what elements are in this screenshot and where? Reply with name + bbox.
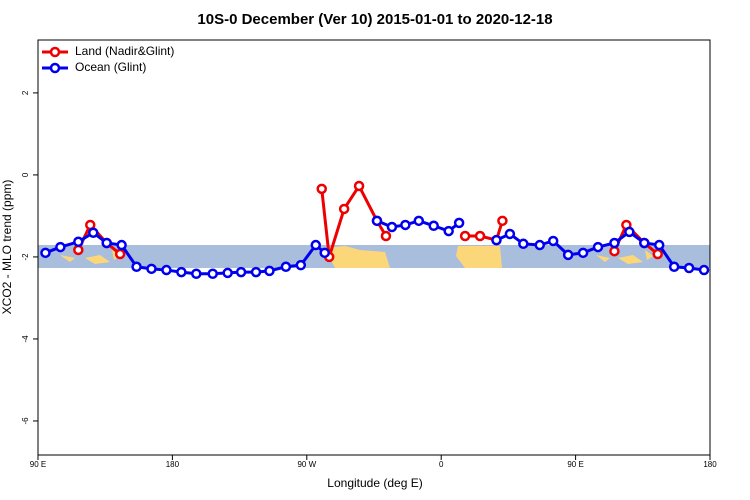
data-point	[518, 238, 529, 250]
data-point	[491, 234, 502, 246]
data-point	[371, 215, 383, 227]
land-shape	[456, 246, 502, 268]
data-point	[668, 261, 680, 273]
x-tick-label: 90 W	[297, 460, 316, 469]
data-point	[534, 239, 546, 251]
data-point	[609, 237, 620, 249]
data-point	[338, 203, 350, 215]
data-point	[639, 237, 650, 249]
data-point	[474, 230, 486, 242]
x-tick-label: 0	[439, 460, 444, 469]
data-point	[116, 239, 127, 251]
x-tick-label: 90 E	[30, 460, 46, 469]
data-point	[698, 264, 710, 276]
data-point	[235, 266, 247, 278]
legend-marker	[49, 46, 61, 58]
data-point	[497, 215, 508, 227]
data-point	[146, 263, 157, 275]
y-tick-label: -2	[21, 253, 30, 261]
data-point	[453, 217, 465, 229]
data-point	[207, 268, 218, 279]
data-point	[316, 183, 327, 195]
data-point	[592, 241, 604, 253]
data-point	[609, 245, 620, 257]
data-point	[413, 215, 425, 227]
legend-label: Land (Nadir&Glint)	[75, 44, 174, 58]
data-point	[386, 221, 398, 233]
data-point	[310, 239, 322, 251]
data-point	[547, 235, 559, 247]
data-point	[400, 219, 411, 231]
series-line	[465, 220, 504, 242]
data-point	[280, 261, 292, 273]
data-point	[161, 264, 172, 276]
data-point	[176, 266, 187, 278]
data-point	[101, 237, 112, 249]
data-point	[683, 262, 695, 274]
plot-frame	[37, 39, 711, 456]
data-point	[624, 226, 635, 238]
x-axis-label: Longitude (deg E)	[327, 476, 422, 490]
x-tick-label: 180	[703, 460, 717, 469]
data-point	[73, 236, 84, 248]
y-tick-label: 2	[21, 90, 30, 95]
data-point	[73, 244, 84, 256]
data-point	[319, 247, 330, 259]
data-point	[504, 228, 516, 240]
data-point	[652, 248, 663, 260]
land-shape	[325, 246, 390, 268]
data-point	[40, 247, 51, 259]
legend-label: Ocean (Glint)	[75, 60, 146, 74]
x-tick-label: 90 E	[567, 460, 583, 469]
data-point	[443, 225, 454, 237]
y-tick-label: -4	[21, 335, 30, 343]
data-point	[353, 180, 365, 192]
land-shape	[596, 250, 653, 264]
data-point	[380, 230, 392, 242]
land-shape	[60, 250, 120, 264]
chart-title: 10S-0 December (Ver 10) 2015-01-01 to 20…	[197, 11, 552, 28]
data-point	[653, 239, 665, 251]
data-point	[250, 266, 262, 278]
map-strip	[38, 245, 710, 268]
data-point	[191, 268, 202, 279]
data-point	[428, 220, 439, 232]
y-tick-label: -6	[21, 417, 30, 425]
legend-marker	[49, 62, 61, 74]
data-point	[55, 241, 66, 253]
y-tick-label: 0	[21, 172, 30, 177]
data-point	[459, 230, 471, 242]
data-point	[562, 249, 574, 261]
data-point	[222, 267, 233, 279]
data-point	[88, 227, 99, 238]
data-point	[131, 261, 142, 273]
y-axis-label: XCO2 - MLO trend (ppm)	[0, 180, 14, 315]
data-point	[264, 265, 275, 277]
x-tick-label: 180	[166, 460, 180, 469]
data-point	[295, 259, 307, 271]
data-point	[114, 248, 126, 260]
data-point	[577, 247, 589, 259]
